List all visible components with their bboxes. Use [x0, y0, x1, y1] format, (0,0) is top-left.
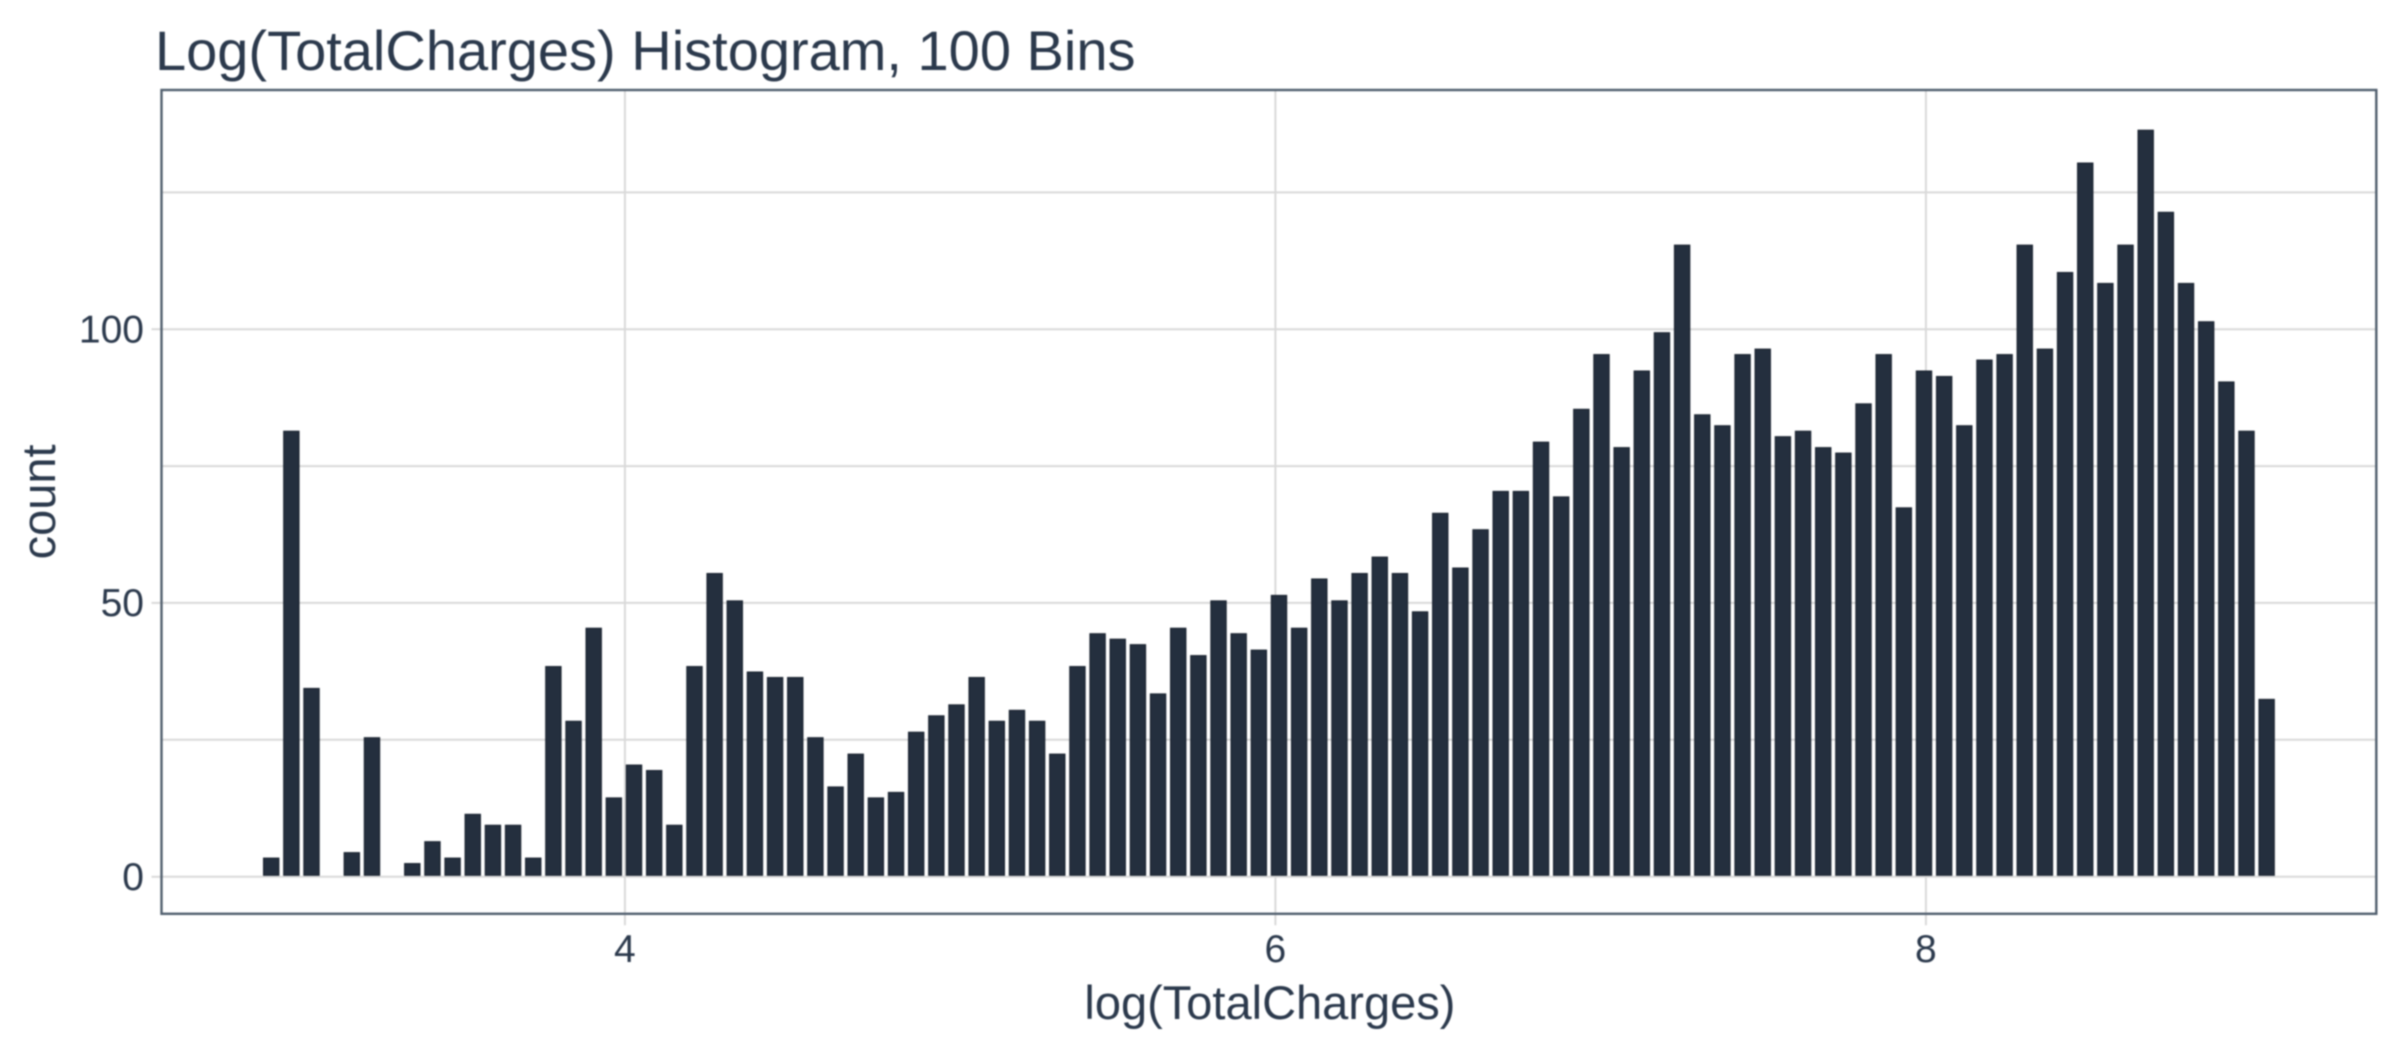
svg-text:50: 50: [101, 582, 144, 625]
svg-text:6: 6: [1265, 928, 1287, 971]
svg-text:8: 8: [1915, 928, 1937, 971]
svg-text:count: count: [12, 444, 65, 559]
svg-text:log(TotalCharges): log(TotalCharges): [1084, 976, 1455, 1029]
svg-text:Log(TotalCharges) Histogram, 1: Log(TotalCharges) Histogram, 100 Bins: [155, 19, 1135, 82]
svg-text:0: 0: [122, 856, 144, 899]
svg-text:4: 4: [614, 928, 636, 971]
svg-text:100: 100: [79, 309, 144, 352]
